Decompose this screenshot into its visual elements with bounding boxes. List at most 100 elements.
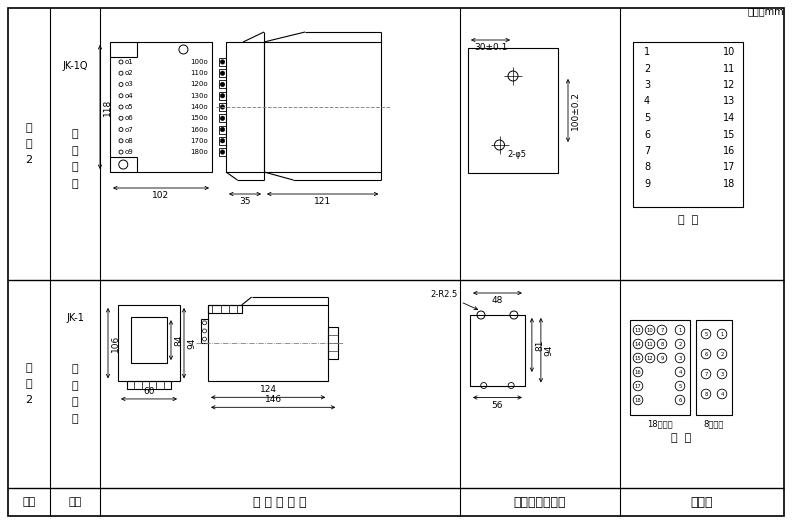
Text: 110o: 110o: [190, 70, 208, 76]
Text: 16: 16: [634, 369, 642, 375]
Bar: [131, 317, 167, 363]
Text: 94: 94: [187, 337, 196, 349]
Text: 120o: 120o: [190, 81, 208, 88]
Text: o4: o4: [125, 93, 134, 99]
Text: 35: 35: [239, 197, 251, 206]
Text: 17: 17: [634, 384, 642, 388]
Text: o2: o2: [125, 70, 134, 76]
Bar: [219, 103, 226, 111]
Circle shape: [220, 116, 225, 121]
Bar: [208, 305, 328, 381]
Text: 118: 118: [103, 99, 112, 116]
Text: 结构: 结构: [68, 497, 82, 507]
Text: 7: 7: [644, 146, 650, 156]
Text: 9: 9: [661, 355, 664, 361]
Text: 单位：mm: 单位：mm: [748, 6, 784, 16]
Circle shape: [220, 71, 225, 75]
Text: 100o: 100o: [190, 59, 208, 65]
Text: 1: 1: [644, 47, 650, 57]
Text: 11: 11: [646, 342, 653, 346]
Text: 13: 13: [634, 328, 642, 333]
Text: 10: 10: [646, 328, 653, 333]
Text: 13: 13: [723, 96, 735, 106]
Circle shape: [220, 94, 225, 98]
Text: JK-1: JK-1: [66, 313, 84, 323]
Text: 150o: 150o: [190, 115, 208, 121]
Text: 4: 4: [720, 391, 724, 397]
Text: 14: 14: [634, 342, 642, 346]
Text: 2: 2: [644, 63, 650, 73]
Text: 安装开孔尺寸图: 安装开孔尺寸图: [514, 496, 566, 508]
Text: 16: 16: [723, 146, 735, 156]
Text: 94: 94: [544, 345, 553, 356]
Text: 背  视: 背 视: [671, 433, 691, 443]
Text: 30±0.1: 30±0.1: [474, 43, 507, 52]
Bar: [219, 58, 226, 66]
Bar: [696, 320, 732, 415]
Text: o7: o7: [125, 126, 134, 133]
Text: 12: 12: [646, 355, 653, 361]
Text: 170o: 170o: [190, 138, 208, 144]
Text: 板
前
接
线: 板 前 接 线: [72, 129, 78, 189]
Text: 4: 4: [678, 369, 682, 375]
Text: 7: 7: [704, 372, 708, 377]
Text: 10: 10: [723, 47, 735, 57]
Bar: [219, 81, 226, 89]
Text: 18: 18: [723, 179, 735, 189]
Bar: [219, 126, 226, 134]
Text: 56: 56: [492, 400, 503, 409]
Text: 1: 1: [720, 332, 724, 336]
Text: 2: 2: [678, 342, 682, 346]
Text: 3: 3: [721, 372, 724, 377]
Text: o5: o5: [125, 104, 134, 110]
Text: o3: o3: [125, 81, 134, 88]
Text: 附
图
2: 附 图 2: [25, 123, 32, 166]
Text: 84: 84: [174, 334, 183, 346]
Text: 5: 5: [644, 113, 650, 123]
Text: 60: 60: [143, 387, 154, 396]
Text: 18点端子: 18点端子: [647, 419, 673, 428]
Text: 2-R2.5: 2-R2.5: [431, 290, 478, 310]
Text: o9: o9: [125, 149, 134, 155]
Circle shape: [220, 60, 225, 64]
Bar: [226, 42, 264, 172]
Circle shape: [220, 82, 225, 86]
Text: 11: 11: [723, 63, 735, 73]
Bar: [110, 42, 212, 172]
Text: o6: o6: [125, 115, 134, 121]
Text: 6: 6: [704, 352, 708, 356]
Text: 8: 8: [661, 342, 664, 346]
Text: 14: 14: [723, 113, 735, 123]
Text: 146: 146: [265, 395, 282, 405]
Text: 6: 6: [678, 398, 682, 402]
Text: 9: 9: [644, 179, 650, 189]
Circle shape: [220, 127, 225, 132]
Text: 端子图: 端子图: [691, 496, 714, 508]
Text: 1: 1: [678, 328, 682, 333]
Text: o8: o8: [125, 138, 134, 144]
Bar: [219, 137, 226, 145]
Bar: [470, 315, 525, 386]
Text: 8: 8: [704, 391, 708, 397]
Text: 12: 12: [723, 80, 735, 90]
Text: 板
后
接
线: 板 后 接 线: [72, 364, 78, 423]
Text: 2: 2: [720, 352, 724, 356]
Bar: [219, 69, 226, 77]
Bar: [219, 148, 226, 156]
Text: JK-1Q: JK-1Q: [63, 61, 88, 71]
Bar: [219, 114, 226, 122]
Text: 6: 6: [644, 129, 650, 139]
Text: 180o: 180o: [190, 149, 208, 155]
Text: 5: 5: [678, 384, 682, 388]
Text: 17: 17: [723, 162, 735, 172]
Circle shape: [220, 105, 225, 109]
Text: 124: 124: [260, 385, 276, 395]
Text: 图号: 图号: [22, 497, 36, 507]
Text: 正  视: 正 视: [678, 215, 698, 225]
Text: 130o: 130o: [190, 93, 208, 99]
Text: 附
图
2: 附 图 2: [25, 363, 32, 406]
Text: 5: 5: [704, 332, 708, 336]
Text: 160o: 160o: [190, 126, 208, 133]
Bar: [328, 327, 338, 359]
Text: 4: 4: [644, 96, 650, 106]
